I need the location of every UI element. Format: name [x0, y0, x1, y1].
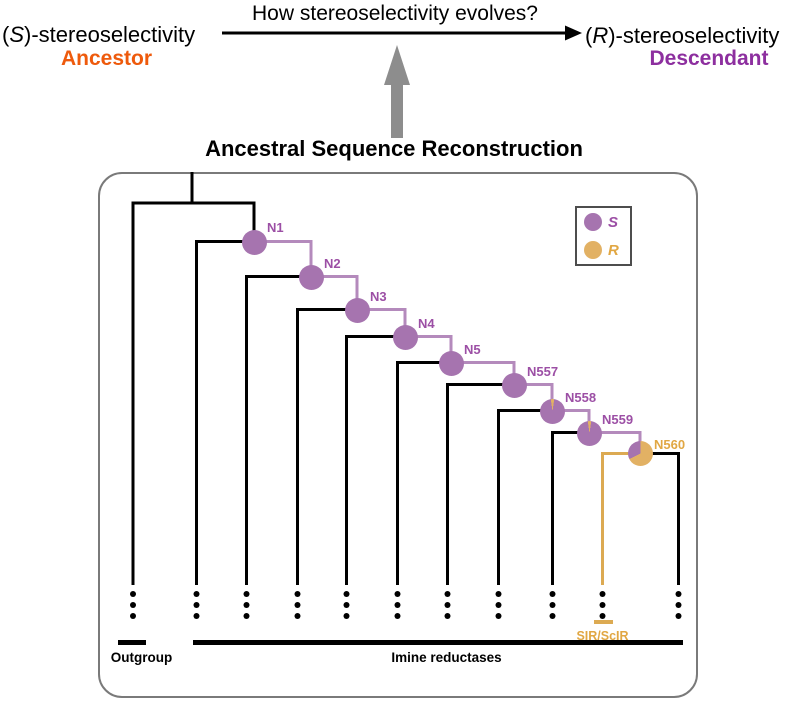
- descendant-label: Descendant: [649, 47, 769, 70]
- r-letter: R: [592, 23, 609, 48]
- s-letter: S: [9, 22, 25, 47]
- paren-open: (: [2, 22, 10, 47]
- node-label-n560: N560: [654, 437, 686, 452]
- method-title: Ancestral Sequence Reconstruction: [205, 136, 583, 161]
- node-pie-n5: [438, 350, 464, 376]
- legend-item-s: S: [584, 213, 618, 231]
- node-label-n5: N5: [464, 342, 481, 357]
- s-suffix: )-stereoselectivity: [24, 22, 196, 47]
- node-label-n559: N559: [602, 412, 634, 427]
- node-pie-n558: [539, 398, 565, 424]
- ancestor-label: Ancestor: [60, 47, 153, 70]
- asr-up-arrow: [384, 45, 410, 138]
- node-pie-n560: [627, 440, 653, 466]
- node-label-n557: N557: [527, 364, 559, 379]
- legend-item-r: R: [584, 241, 619, 259]
- imine-reductases-label: Imine reductases: [391, 650, 502, 665]
- r-suffix: )-stereoselectivity: [608, 23, 780, 48]
- paren-open: (: [585, 23, 593, 48]
- node-label-n2: N2: [324, 256, 341, 271]
- node-pie-n2: [298, 264, 324, 290]
- node-label-n1: N1: [267, 220, 284, 235]
- node-pie-n1: [241, 229, 267, 255]
- node-label-n4: N4: [418, 316, 435, 331]
- sir-scir-label: SIR/ScIR: [576, 629, 629, 643]
- legend-box: S R: [575, 206, 632, 266]
- question-text: How stereoselectivity evolves?: [252, 2, 538, 25]
- r-selectivity-dot-icon: [584, 241, 602, 259]
- node-pie-n559: [576, 420, 602, 446]
- node-pie-n4: [392, 324, 418, 350]
- ancestor-selectivity-text: (S)-stereoselectivity: [2, 22, 195, 48]
- descendant-selectivity-text: (R)-stereoselectivity: [585, 23, 779, 49]
- node-label-n3: N3: [370, 289, 387, 304]
- tree-panel: [98, 172, 698, 698]
- node-pie-n3: [344, 297, 370, 323]
- node-label-n558: N558: [565, 390, 597, 405]
- legend-label-r: R: [608, 241, 619, 259]
- evolution-arrow: [222, 25, 582, 41]
- node-pie-n557: [501, 372, 527, 398]
- s-selectivity-dot-icon: [584, 213, 602, 231]
- outgroup-label: Outgroup: [110, 650, 173, 665]
- legend-label-s: S: [608, 213, 619, 231]
